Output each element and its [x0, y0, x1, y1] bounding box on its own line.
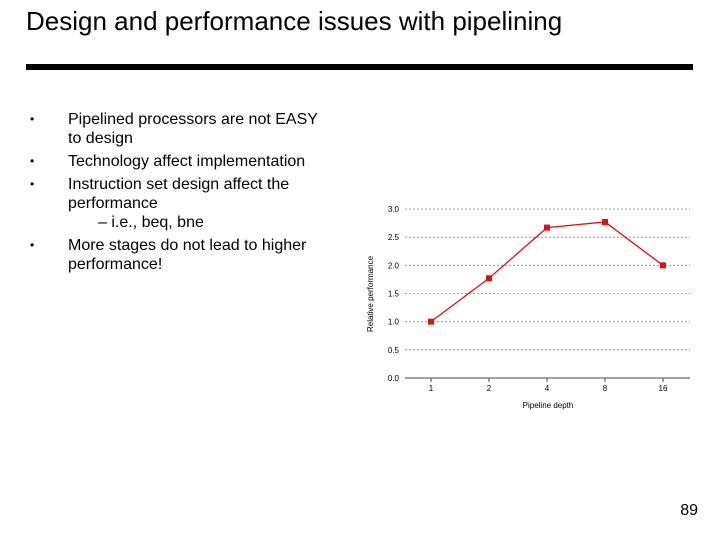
bullet-dot: • — [30, 112, 35, 126]
bullet-item: • Pipelined processors are not EASY to d… — [30, 110, 330, 148]
y-tick-label: 1.0 — [388, 318, 400, 327]
bullet-list: • Pipelined processors are not EASY to d… — [30, 110, 330, 278]
bullet-dot: • — [30, 154, 35, 168]
x-axis-label: Pipeline depth — [523, 401, 574, 410]
data-point — [602, 218, 608, 225]
bullet-item: • Instruction set design affect the perf… — [30, 175, 330, 213]
sub-bullet-item: – i.e., beq, bne — [98, 214, 204, 231]
bullet-text: Technology affect implementation — [68, 153, 306, 170]
axes — [405, 377, 690, 382]
x-tick-labels: 1 2 4 8 16 — [429, 384, 668, 393]
bullet-item: • Technology affect implementation — [30, 152, 330, 171]
data-point — [486, 275, 492, 282]
y-tick-label: 0.5 — [388, 346, 400, 355]
performance-chart: 0.0 0.5 1.0 1.5 2.0 2.5 3.0 1 2 4 8 16 Pipeline de… — [366, 205, 690, 410]
slide-title: Design and performance issues with pipel… — [26, 6, 563, 36]
x-tick-label: 1 — [429, 384, 434, 393]
grid-lines — [405, 208, 690, 351]
y-tick-label: 2.0 — [388, 261, 400, 270]
bullet-item: • More stages do not lead to higher perf… — [30, 236, 330, 274]
x-tick-label: 16 — [659, 384, 668, 393]
title-underline-bar — [26, 64, 693, 70]
x-tick-label: 8 — [603, 384, 608, 393]
data-point — [428, 318, 434, 325]
bullet-dot: • — [30, 238, 35, 252]
bullet-text: More stages do not lead to higher perfor… — [68, 237, 307, 273]
y-tick-label: 3.0 — [388, 205, 400, 214]
y-tick-label: 2.5 — [388, 233, 400, 242]
bullet-text: Instruction set design affect the perfor… — [68, 176, 290, 212]
y-tick-label: 0.0 — [388, 374, 400, 383]
x-tick-label: 2 — [487, 384, 492, 393]
y-tick-labels: 0.0 0.5 1.0 1.5 2.0 2.5 3.0 — [388, 205, 400, 383]
series-markers — [428, 218, 666, 325]
x-tick-label: 4 — [545, 384, 550, 393]
y-tick-label: 1.5 — [388, 290, 400, 299]
page-number: 89 — [680, 502, 698, 519]
data-point — [660, 262, 666, 269]
data-point — [544, 224, 550, 231]
bullet-text: Pipelined processors are not EASY to des… — [68, 111, 318, 147]
bullet-dot: • — [30, 177, 35, 191]
y-axis-label: Relative performance — [366, 255, 375, 332]
